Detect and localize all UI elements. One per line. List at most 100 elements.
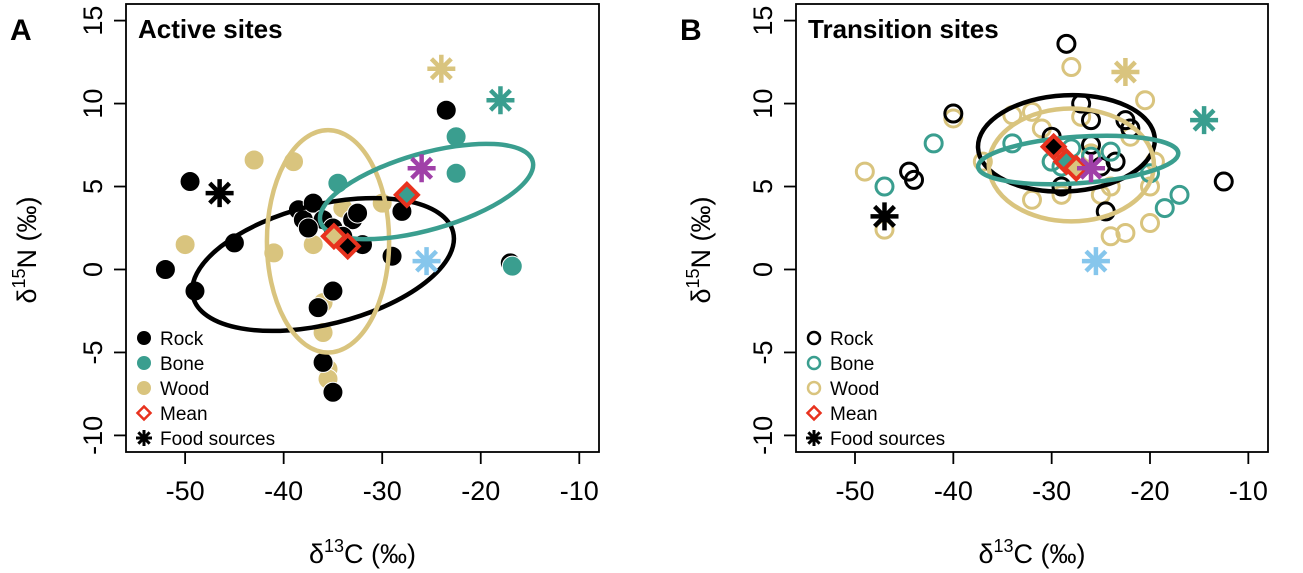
- data-point: [174, 234, 196, 256]
- y-axis-label: δ15N (‰): [9, 196, 42, 303]
- y-tick-label: -5: [748, 340, 778, 364]
- data-point: [501, 255, 523, 277]
- data-point: [1115, 222, 1136, 243]
- x-axis-label: δ13C (‰): [309, 536, 416, 569]
- legend-item-rock: Rock: [806, 329, 874, 350]
- legend-label: Mean: [160, 404, 208, 425]
- legend-marker: [135, 404, 153, 422]
- x-tick-label: -10: [1229, 476, 1268, 506]
- plot-frame: [795, 3, 1269, 453]
- legend-marker: [137, 356, 151, 370]
- food-source-star: [1081, 247, 1110, 276]
- data-point: [307, 297, 329, 319]
- data-point: [322, 381, 344, 403]
- legend-item-wood: Wood: [137, 379, 209, 400]
- panel-title: Transition sites: [808, 14, 999, 44]
- data-point: [854, 161, 875, 182]
- legend-label: Bone: [160, 354, 204, 375]
- data-point: [243, 149, 265, 171]
- mean-bone: [393, 180, 421, 209]
- food-source-star: [1077, 154, 1105, 183]
- legend-label: Rock: [160, 329, 204, 350]
- x-tick-label: -40: [264, 476, 303, 506]
- data-point: [445, 162, 467, 184]
- data-point: [1056, 33, 1077, 54]
- data-point: [972, 151, 993, 172]
- data-point: [904, 169, 924, 190]
- food-source-star: [1111, 58, 1140, 87]
- x-tick-label: -40: [934, 476, 973, 506]
- x-tick-label: -50: [166, 476, 205, 506]
- legend-marker: [806, 430, 822, 446]
- data-point: [1154, 198, 1175, 219]
- mean-rock: [1039, 132, 1068, 161]
- ellipse-bone: [317, 141, 536, 242]
- y-tick-label: 0: [78, 262, 108, 277]
- food-source-star: [407, 154, 436, 183]
- data-point: [1051, 176, 1072, 197]
- legend-marker: [136, 430, 152, 446]
- legend-item-food-sources: Food sources: [806, 429, 945, 450]
- legend-label: Wood: [160, 379, 209, 400]
- data-point: [154, 258, 176, 280]
- x-tick-label: -30: [1032, 476, 1071, 506]
- legend-marker: [806, 355, 822, 371]
- data-point: [347, 202, 369, 224]
- legend-item-mean: Mean: [135, 404, 208, 425]
- data-point: [943, 103, 964, 124]
- legend-item-wood: Wood: [806, 379, 879, 400]
- legend-marker: [806, 330, 822, 346]
- y-tick-label: 15: [78, 6, 108, 36]
- data-point: [179, 171, 201, 193]
- legend-marker: [137, 381, 151, 395]
- y-tick-label: -5: [78, 340, 108, 364]
- data-point: [312, 351, 334, 373]
- x-tick-label: -50: [835, 476, 874, 506]
- legend-item-bone: Bone: [137, 354, 204, 375]
- data-point: [1140, 213, 1160, 234]
- plot-area: [854, 33, 1234, 276]
- series-wood: [174, 149, 393, 390]
- y-tick-label: 0: [748, 262, 778, 277]
- ellipse-wood: [264, 127, 392, 355]
- legend-marker: [137, 331, 151, 345]
- data-point: [1105, 151, 1126, 172]
- food-source-star: [427, 54, 456, 83]
- data-point: [1135, 90, 1156, 111]
- data-point: [874, 176, 895, 197]
- data-point: [297, 217, 319, 239]
- legend-label: Wood: [830, 379, 879, 400]
- data-point: [1100, 141, 1121, 162]
- mean-rock: [333, 232, 362, 261]
- food-source-star: [870, 202, 899, 231]
- x-tick-label: -30: [363, 476, 402, 506]
- plot-area: [154, 54, 536, 403]
- legend-label: Food sources: [160, 429, 275, 450]
- y-tick-label: -10: [748, 416, 778, 455]
- legend-item-bone: Bone: [806, 354, 874, 375]
- data-point: [1061, 57, 1082, 78]
- y-tick-label: 5: [78, 179, 108, 194]
- y-tick-label: 15: [748, 6, 778, 36]
- panel-letter: B: [680, 14, 702, 47]
- legend-item-mean: Mean: [805, 404, 878, 425]
- y-tick-label: -10: [78, 416, 108, 455]
- data-point: [381, 245, 403, 267]
- data-point: [1022, 189, 1042, 210]
- y-tick-label: 10: [78, 89, 108, 119]
- data-point: [322, 280, 344, 302]
- data-point: [923, 133, 944, 154]
- legend-item-rock: Rock: [137, 329, 204, 350]
- mean-wood: [1062, 154, 1091, 183]
- legend-label: Food sources: [830, 429, 945, 450]
- panel-letter: A: [10, 14, 32, 47]
- ellipse-rock: [189, 195, 457, 334]
- legend: Rock Bone Wood Mean Food sources: [135, 329, 275, 450]
- food-source-star: [1190, 106, 1219, 135]
- plot-frame: [125, 3, 600, 453]
- legend-item-food-sources: Food sources: [136, 429, 275, 450]
- series-bone: [327, 126, 523, 277]
